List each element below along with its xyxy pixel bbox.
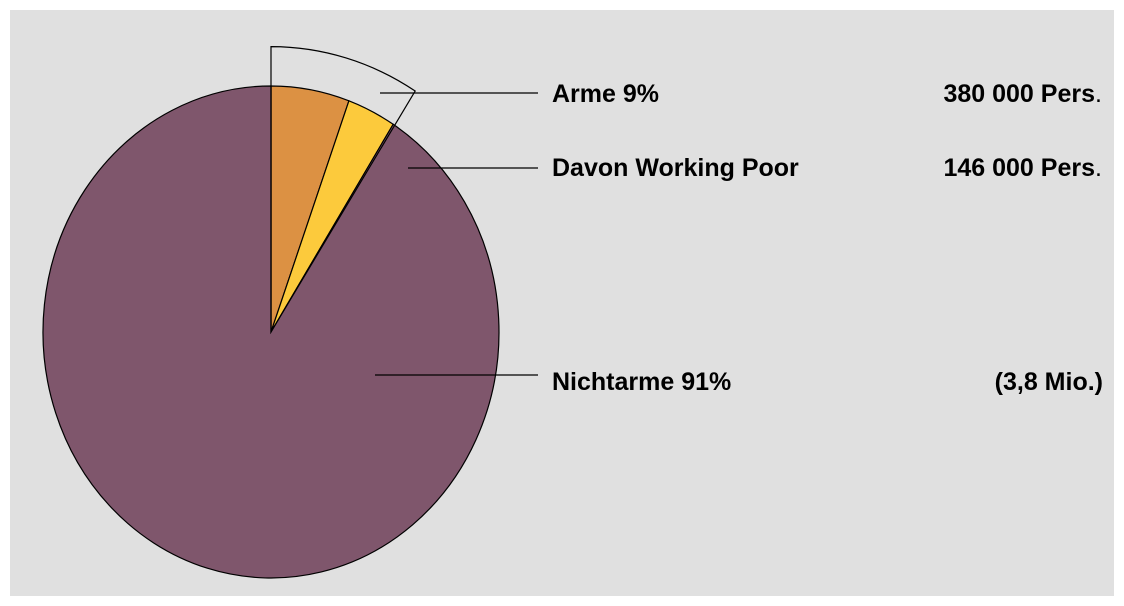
suffix-working-poor: . [1095,154,1102,182]
value-arme: 380 000 Pers [943,80,1095,108]
value-nichtarme: (3,8 Mio.) [995,368,1103,396]
arme-group-outline [270,46,416,335]
suffix-arme: . [1095,80,1102,108]
label-working-poor: Davon Working Poor [552,154,799,182]
label-arme: Arme 9% [552,80,659,108]
label-nichtarme: Nichtarme 91% [552,368,731,396]
value-working-poor: 146 000 Pers [943,154,1095,182]
